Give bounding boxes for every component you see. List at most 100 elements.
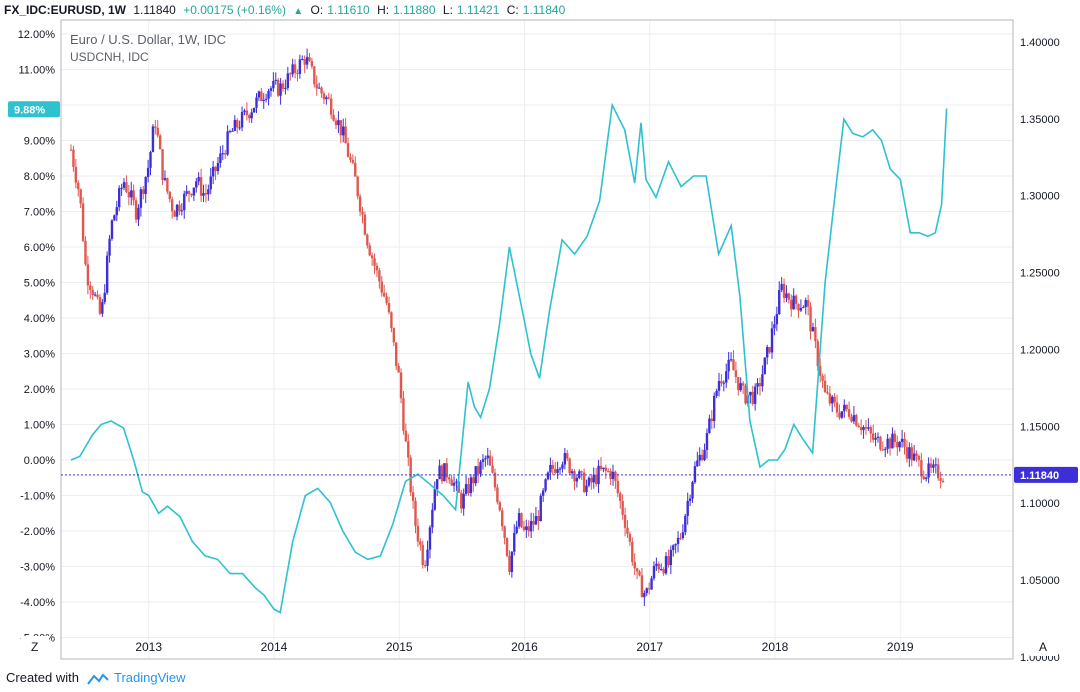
left-corner-button[interactable]: Z <box>21 636 49 656</box>
candle-body <box>941 480 945 483</box>
candle-body <box>787 293 791 300</box>
candle-body <box>397 365 400 373</box>
candle-body <box>101 302 104 314</box>
time-axis[interactable]: 2013 2014 2015 2016 2017 2018 2019 <box>135 640 914 654</box>
candle-body <box>790 299 793 310</box>
candle-body <box>874 437 877 440</box>
left-tick-label: -3.00% <box>20 562 55 574</box>
legend-compare[interactable]: USDCNH, IDC <box>70 50 149 64</box>
candle-body <box>269 88 273 91</box>
candle-body <box>903 438 906 448</box>
candle-body <box>274 79 277 81</box>
candle-body <box>488 455 492 466</box>
candle-body <box>387 303 391 313</box>
candle-body <box>438 465 441 480</box>
candle-body <box>643 593 646 598</box>
candle-body <box>927 463 930 478</box>
candle-body <box>722 382 726 384</box>
candle-body <box>566 453 569 459</box>
x-tick-label: 2016 <box>511 640 538 654</box>
candle-body <box>178 204 181 212</box>
candle-body <box>469 477 473 494</box>
candle-body <box>91 289 94 296</box>
candle-body <box>802 307 805 309</box>
candle-body <box>679 537 682 539</box>
x-tick-label: 2013 <box>135 640 162 654</box>
candle-body <box>541 490 545 496</box>
candle-body <box>843 404 846 412</box>
candle-body <box>667 556 670 566</box>
candle-body <box>773 324 776 329</box>
candle-body <box>435 479 439 490</box>
candle-body <box>691 482 694 499</box>
right-tick-label: 1.30000 <box>1020 191 1060 203</box>
candle-body <box>811 327 815 332</box>
left-tick-label: 9.00% <box>24 136 55 148</box>
tradingview-brand[interactable]: TradingView <box>114 670 186 685</box>
candle-body <box>197 177 200 182</box>
created-with-text: Created with <box>6 670 79 685</box>
candle-body <box>187 191 191 195</box>
last-price-badge-text: 1.11840 <box>1020 470 1059 482</box>
candle-body <box>308 57 311 62</box>
candle-body <box>291 64 294 75</box>
candle-body <box>835 402 839 413</box>
candle-body <box>161 149 164 180</box>
chart-area[interactable]: 12.00%11.00%10.00%9.00%8.00%7.00%6.00%5.… <box>0 0 1080 664</box>
candle-body <box>228 131 232 133</box>
candle-body <box>674 543 677 546</box>
candle-body <box>433 489 436 510</box>
candle-body <box>214 166 217 172</box>
last-price: 1.11840 <box>133 3 176 17</box>
symbol-label[interactable]: FX_IDC:EURUSD, 1W <box>4 3 127 17</box>
candle-body <box>204 193 208 195</box>
left-axis[interactable]: 12.00%11.00%10.00%9.00%8.00%7.00%6.00%5.… <box>18 29 56 645</box>
candle-body <box>888 438 892 449</box>
candle-body <box>464 484 468 494</box>
candle-body <box>127 192 131 198</box>
candle-body <box>898 441 901 448</box>
candle-body <box>363 214 367 235</box>
footer: Created with TradingView <box>0 664 1080 692</box>
left-tick-label: 1.00% <box>24 420 55 432</box>
candle-body <box>252 107 256 113</box>
candle-body <box>934 464 938 466</box>
candle-body <box>753 386 757 404</box>
left-tick-label: -2.00% <box>20 526 55 538</box>
candle-body <box>392 328 396 343</box>
right-axis[interactable]: 1.40000 1.35000 1.30000 1.25000 1.20000 1.150… <box>1020 37 1060 664</box>
candle-body <box>684 515 687 533</box>
candle-body <box>578 471 581 478</box>
candle-body <box>611 471 615 480</box>
candle-body <box>108 238 111 256</box>
candle-body <box>368 245 371 256</box>
last-price-badge: 1.11840 <box>1014 466 1078 483</box>
right-corner-button[interactable]: A <box>1030 636 1058 656</box>
candle-body <box>660 569 663 571</box>
candle-body <box>556 469 559 473</box>
candle-body <box>655 563 658 566</box>
candle-body <box>806 300 810 307</box>
created-with: Created with TradingView <box>6 670 186 686</box>
candle-body <box>558 468 562 470</box>
candle-body <box>344 126 347 144</box>
candle-body <box>513 533 516 552</box>
candle-body <box>529 521 533 532</box>
close-value: 1.11840 <box>522 3 566 17</box>
candle-body <box>337 120 340 126</box>
candle-body <box>276 79 280 96</box>
candle-body <box>650 578 653 590</box>
high-value: 1.11880 <box>393 3 436 17</box>
candle-body <box>794 295 798 304</box>
legend-main[interactable]: Euro / U.S. Dollar, 1W, IDC <box>70 32 226 47</box>
candle-body <box>313 66 316 85</box>
candle-body <box>734 370 738 378</box>
candle-body <box>700 454 704 461</box>
candle-body <box>631 541 634 562</box>
candle-body <box>240 112 244 128</box>
candle-body <box>568 458 571 474</box>
candle-body <box>693 466 697 483</box>
candle-body <box>725 371 728 383</box>
candle-body <box>501 510 504 527</box>
candle-body <box>920 460 923 477</box>
